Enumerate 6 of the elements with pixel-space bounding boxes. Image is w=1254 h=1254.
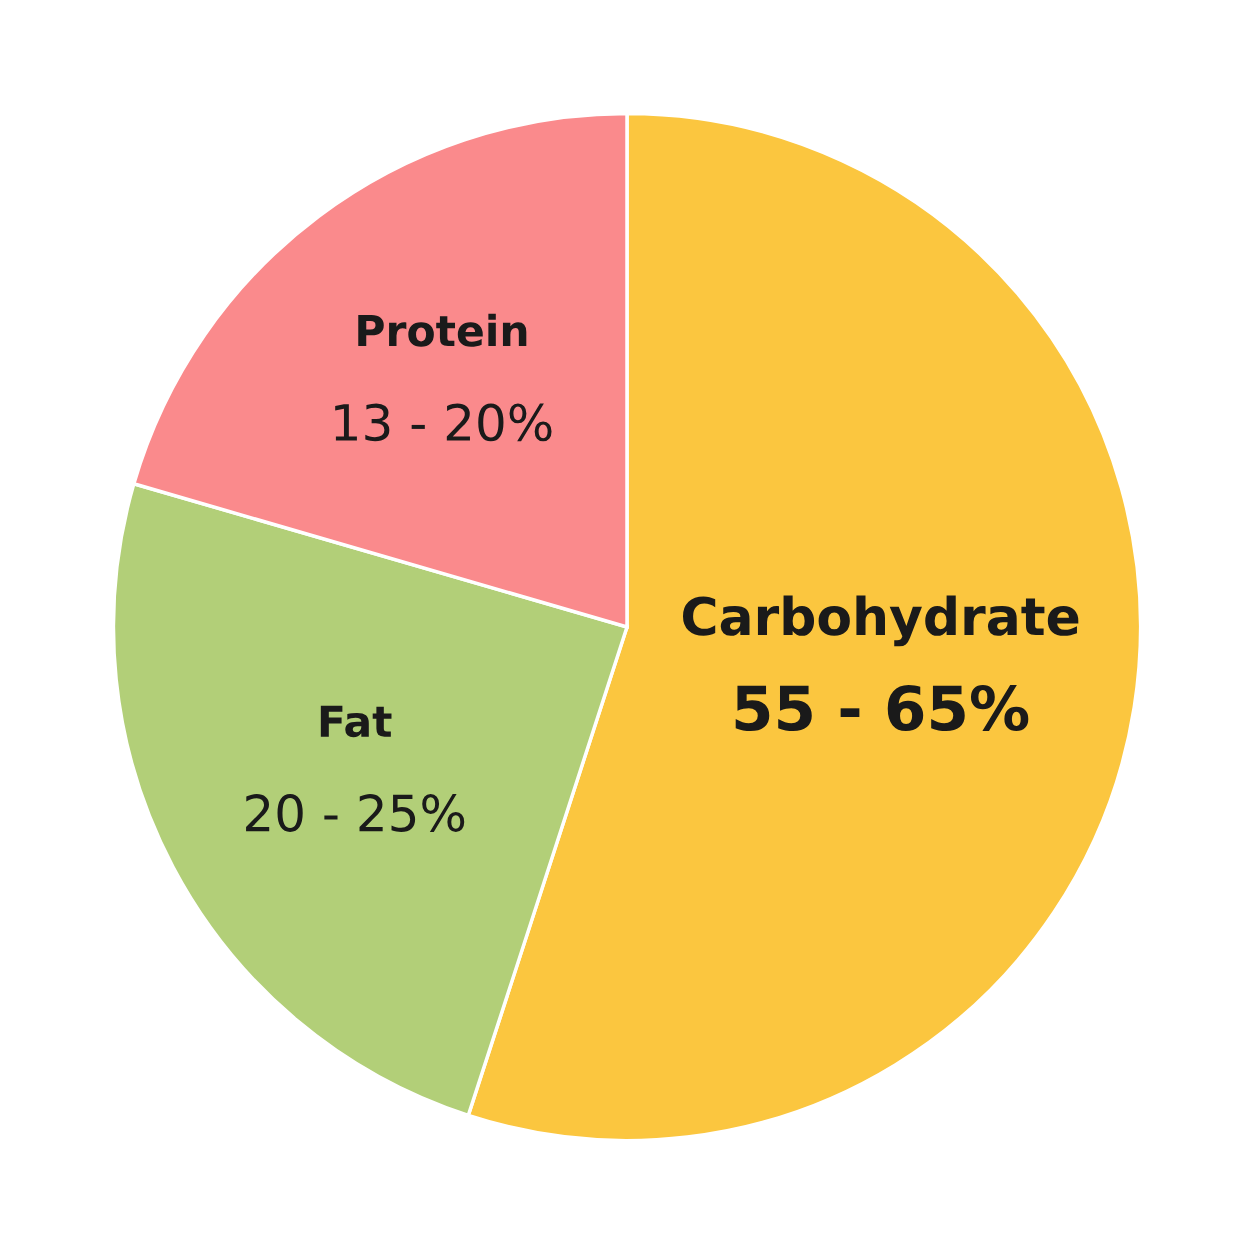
slice-label: Fat [320, 705, 392, 738]
text: 55 - 65% [735, 684, 1029, 732]
text: 20 - 25% [246, 794, 465, 832]
slice-label: Carbohydrate [682, 595, 1079, 647]
slice-label: Protein [358, 313, 527, 347]
text: 13 - 20% [335, 403, 552, 442]
